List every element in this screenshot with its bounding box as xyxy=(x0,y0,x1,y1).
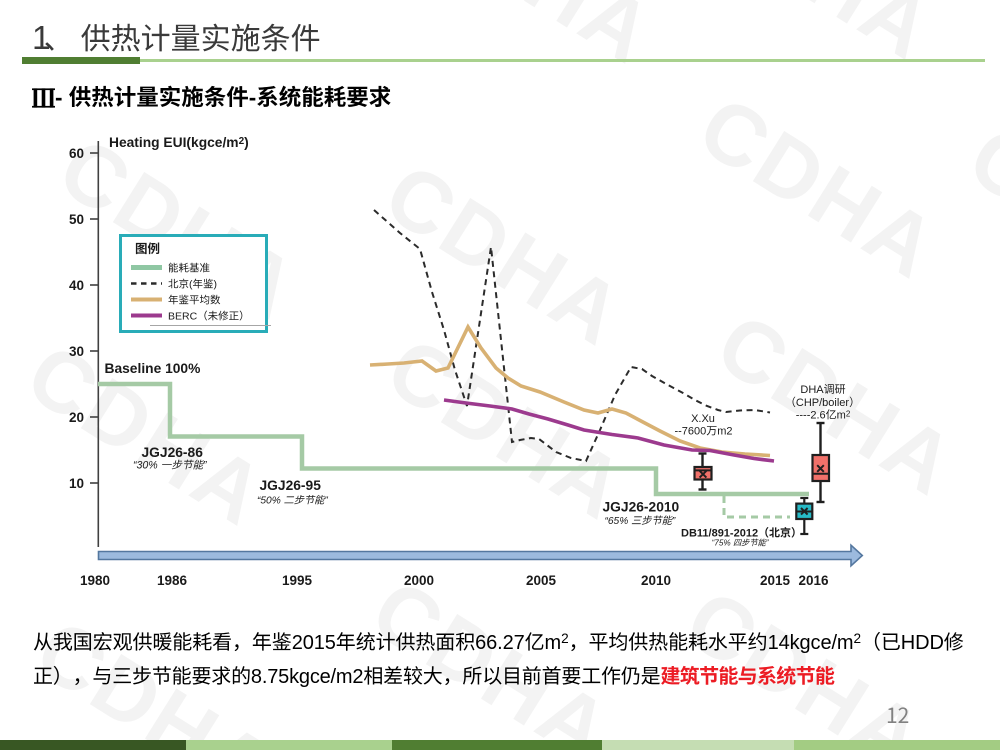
svg-text:能耗基准: 能耗基准 xyxy=(168,263,210,275)
svg-text:DHA调研: DHA调研 xyxy=(800,384,845,396)
svg-text:DB11/891-2012（北京）: DB11/891-2012（北京） xyxy=(681,527,802,540)
svg-text:“65% 三步节能”: “65% 三步节能” xyxy=(605,515,676,527)
svg-text:X.Xu: X.Xu xyxy=(691,413,715,425)
svg-text:30: 30 xyxy=(69,344,84,359)
svg-text:----2.6亿m2: ----2.6亿m2 xyxy=(796,409,851,422)
svg-text:20: 20 xyxy=(69,410,84,425)
svg-text:--7600万m2: --7600万m2 xyxy=(674,426,732,438)
svg-text:年鉴平均数: 年鉴平均数 xyxy=(168,295,221,307)
svg-text:图例: 图例 xyxy=(135,242,160,256)
svg-text:1995: 1995 xyxy=(282,573,313,588)
svg-text:10: 10 xyxy=(69,476,84,491)
svg-text:2015: 2015 xyxy=(760,573,791,588)
svg-text:Heating EUI(kgce/m2): Heating EUI(kgce/m2) xyxy=(109,135,249,150)
svg-text:50: 50 xyxy=(69,212,84,227)
svg-text:2000: 2000 xyxy=(404,573,434,588)
svg-text:Baseline 100%: Baseline 100% xyxy=(105,361,201,376)
svg-text:“30% 一步节能”: “30% 一步节能” xyxy=(133,460,207,472)
svg-text:北京(年鉴): 北京(年鉴) xyxy=(168,279,217,291)
svg-text:JGJ26-86: JGJ26-86 xyxy=(142,445,204,460)
svg-text:40: 40 xyxy=(69,278,84,293)
svg-text:JGJ26-2010: JGJ26-2010 xyxy=(603,500,680,515)
svg-text:JGJ26-95: JGJ26-95 xyxy=(260,478,322,493)
svg-text:（CHP/boiler）: （CHP/boiler） xyxy=(785,396,860,409)
svg-text:“75% 四步节能”: “75% 四步节能” xyxy=(712,539,770,548)
svg-text:BERC（未修正）: BERC（未修正） xyxy=(168,311,250,323)
svg-text:1980: 1980 xyxy=(80,573,110,588)
svg-text:2010: 2010 xyxy=(641,573,671,588)
svg-text:“50% 二步节能”: “50% 二步节能” xyxy=(257,495,328,507)
svg-text:2016: 2016 xyxy=(798,573,829,588)
svg-text:60: 60 xyxy=(69,146,84,161)
svg-text:2005: 2005 xyxy=(526,573,557,588)
svg-text:1986: 1986 xyxy=(157,573,188,588)
